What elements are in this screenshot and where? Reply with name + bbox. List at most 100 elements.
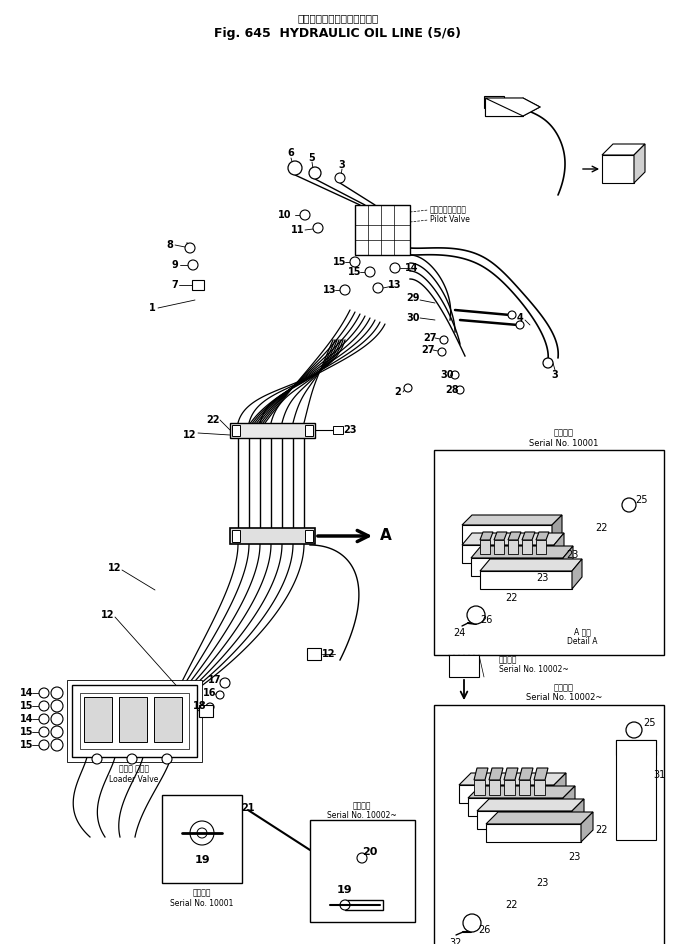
Polygon shape [602, 155, 634, 183]
Text: 12: 12 [322, 649, 335, 659]
Text: Detail A: Detail A [566, 637, 598, 647]
Circle shape [365, 267, 375, 277]
Text: 6: 6 [287, 148, 294, 158]
Polygon shape [468, 798, 563, 816]
Circle shape [543, 358, 553, 368]
Bar [305, 530, 313, 542]
Polygon shape [554, 773, 566, 803]
Text: 23: 23 [536, 878, 548, 888]
Bar [534, 780, 545, 795]
Circle shape [39, 740, 49, 750]
Text: Serial No. 10001: Serial No. 10001 [170, 899, 234, 907]
Bar [310, 820, 415, 922]
Text: 22: 22 [596, 523, 608, 533]
Circle shape [467, 606, 485, 624]
Text: 22: 22 [506, 900, 518, 910]
Circle shape [340, 900, 350, 910]
Bar [305, 425, 313, 436]
Polygon shape [552, 515, 562, 543]
Bar [504, 780, 515, 795]
Text: 23: 23 [566, 550, 578, 560]
Text: 3: 3 [339, 160, 345, 170]
Text: 24: 24 [453, 628, 465, 638]
Circle shape [39, 727, 49, 737]
Circle shape [626, 722, 642, 738]
Circle shape [373, 283, 383, 293]
Circle shape [440, 336, 448, 344]
Circle shape [51, 687, 63, 699]
Text: A: A [380, 529, 392, 544]
Bar [119, 697, 147, 742]
Polygon shape [634, 144, 645, 183]
Text: 15: 15 [20, 727, 34, 737]
Text: 20: 20 [362, 847, 378, 857]
Circle shape [309, 167, 321, 179]
Text: 27: 27 [423, 333, 437, 343]
Bar [345, 900, 383, 910]
Circle shape [190, 821, 214, 845]
Circle shape [39, 688, 49, 698]
Circle shape [463, 914, 481, 932]
Text: 適用号機: 適用号機 [353, 801, 371, 811]
Polygon shape [480, 571, 572, 589]
Circle shape [51, 713, 63, 725]
Text: ローダ バルブ: ローダ バルブ [119, 765, 149, 773]
Text: A 詳細: A 詳細 [573, 628, 590, 636]
Polygon shape [459, 785, 554, 803]
Text: 12: 12 [101, 610, 115, 620]
Bar [616, 740, 656, 840]
Text: 8: 8 [166, 240, 174, 250]
Circle shape [216, 691, 224, 699]
Bar [522, 540, 532, 554]
Text: 2: 2 [395, 387, 402, 397]
Text: 25: 25 [635, 495, 648, 505]
Polygon shape [477, 799, 584, 811]
Circle shape [92, 754, 102, 764]
Text: 19: 19 [194, 855, 210, 865]
Polygon shape [534, 768, 548, 780]
Circle shape [451, 371, 459, 379]
Polygon shape [486, 824, 581, 842]
Circle shape [206, 703, 214, 711]
Polygon shape [462, 533, 564, 545]
Circle shape [404, 384, 412, 392]
Text: 32: 32 [450, 938, 462, 944]
Circle shape [197, 828, 207, 838]
Polygon shape [519, 768, 533, 780]
Polygon shape [554, 533, 564, 563]
Circle shape [350, 257, 360, 267]
Polygon shape [485, 98, 540, 116]
Polygon shape [462, 545, 554, 563]
Polygon shape [480, 532, 493, 540]
Text: 31: 31 [653, 770, 665, 780]
Circle shape [516, 321, 524, 329]
Text: Pilot Valve: Pilot Valve [430, 215, 470, 225]
Text: 18: 18 [193, 701, 207, 711]
Bar [480, 540, 490, 554]
Text: 14: 14 [20, 714, 34, 724]
Text: 23: 23 [568, 852, 580, 862]
Text: 22: 22 [596, 825, 608, 835]
Circle shape [390, 263, 400, 273]
Polygon shape [471, 546, 573, 558]
Polygon shape [462, 515, 562, 525]
Bar [230, 528, 315, 544]
Polygon shape [462, 525, 552, 543]
Polygon shape [563, 546, 573, 576]
Text: 15: 15 [20, 701, 34, 711]
Text: 15: 15 [348, 267, 362, 277]
Text: 23: 23 [343, 425, 357, 435]
Circle shape [622, 498, 636, 512]
Bar [67, 680, 202, 762]
Text: Serial No. 10001: Serial No. 10001 [529, 439, 599, 447]
Bar [536, 540, 546, 554]
Text: 29: 29 [406, 293, 420, 303]
Circle shape [220, 678, 230, 688]
Bar [192, 280, 204, 290]
Text: 27: 27 [421, 345, 435, 355]
Text: 16: 16 [203, 688, 217, 698]
Text: Serial No. 10002~: Serial No. 10002~ [526, 694, 602, 702]
Text: Serial No. 10002~: Serial No. 10002~ [499, 666, 569, 675]
Bar [485, 98, 523, 116]
Circle shape [288, 161, 302, 175]
